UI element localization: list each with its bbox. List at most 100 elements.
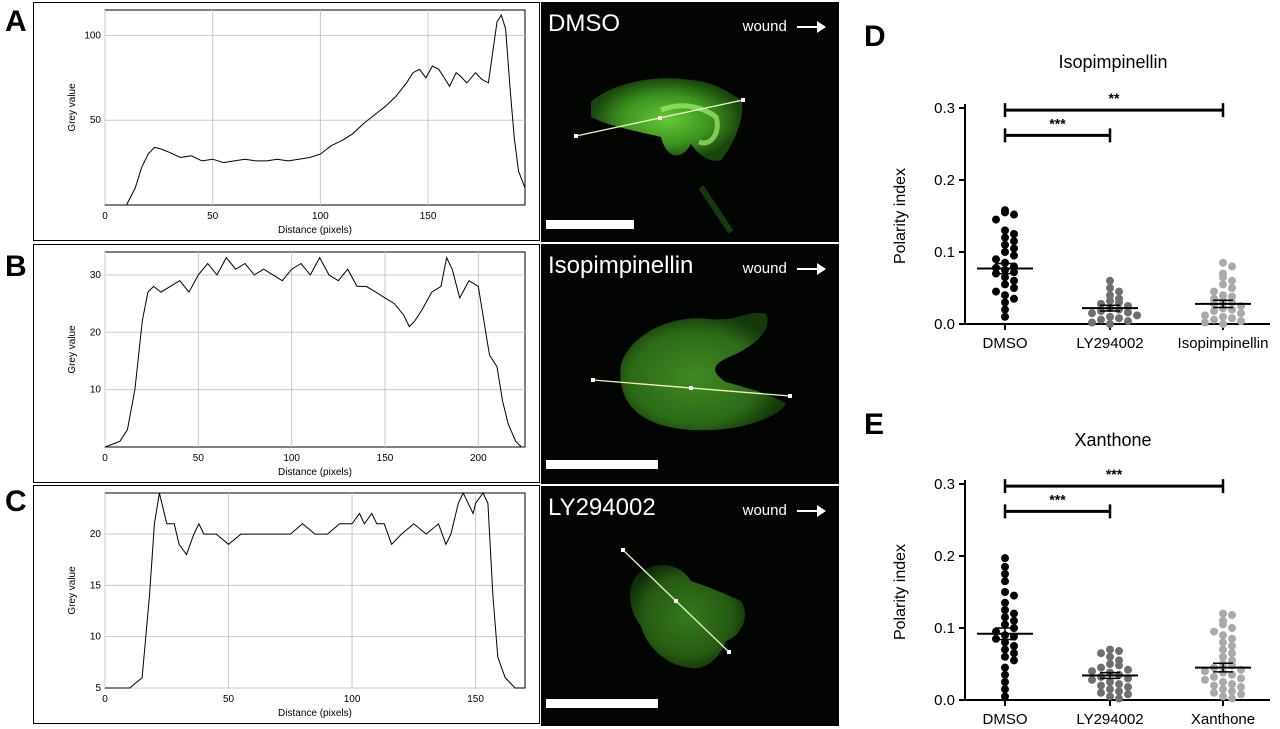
profile-chart-b-svg: 0 50 100 150 200 10 20 30 Distance (pixels) Grey … (33, 244, 540, 483)
data-point (1097, 649, 1105, 658)
data-point (1210, 688, 1218, 697)
data-point (1115, 298, 1123, 307)
data-point (992, 215, 1000, 224)
right-arrow-icon (797, 505, 826, 518)
significance-label: *** (1049, 115, 1066, 131)
data-point (1219, 291, 1227, 300)
y-tick-label: 0.1 (934, 244, 955, 261)
data-point (1115, 305, 1123, 314)
x-tick-label: 0 (102, 453, 108, 464)
data-point (1001, 554, 1009, 563)
micrograph-ly294002: LY294002 wound (541, 486, 839, 726)
data-point (1219, 645, 1227, 654)
data-point (1124, 317, 1132, 326)
data-point (1010, 230, 1018, 238)
wound-text: wound (742, 260, 787, 277)
data-point (1228, 292, 1236, 301)
data-point (1106, 660, 1114, 668)
data-point (1106, 284, 1114, 292)
micrograph-ly294002-image (621, 548, 746, 669)
scale-bar (546, 699, 658, 708)
data-point (1001, 692, 1009, 701)
data-point (1001, 606, 1009, 614)
data-point (1115, 287, 1123, 296)
y-tick-label: 10 (90, 385, 102, 396)
data-point (1001, 613, 1009, 622)
x-tick-label: 0 (102, 694, 108, 705)
data-point (1001, 670, 1009, 679)
data-point (1106, 645, 1114, 654)
data-point (1010, 294, 1018, 303)
x-tick-label: LY294002 (1076, 711, 1143, 728)
y-tick-label: 50 (90, 115, 102, 126)
panel-label-c: C (5, 485, 27, 518)
y-tick-label: 0.3 (934, 100, 955, 117)
data-point (1228, 611, 1236, 620)
micrograph-title: DMSO (548, 10, 620, 37)
y-tick-label: 0.3 (934, 476, 955, 493)
data-point (1219, 620, 1227, 629)
x-axis-label: Distance (pixels) (278, 225, 352, 236)
panel-label-a: A (5, 5, 27, 38)
x-tick-label: 0 (102, 211, 108, 222)
data-point (1124, 690, 1132, 699)
data-point (1088, 318, 1096, 327)
data-point (1228, 284, 1236, 292)
y-tick-label: 0.1 (934, 620, 955, 637)
data-point (1106, 692, 1114, 701)
data-point (1001, 652, 1009, 661)
data-point (1210, 287, 1218, 296)
significance-label: ** (1109, 90, 1120, 106)
data-point (1210, 627, 1218, 636)
data-point (1001, 208, 1009, 217)
data-point (1228, 642, 1236, 650)
data-point (1219, 692, 1227, 701)
data-point (1001, 638, 1009, 647)
data-point (1228, 694, 1236, 703)
scale-bar (546, 460, 658, 469)
x-tick-label: 100 (312, 211, 329, 222)
profile-chart-b: 0 50 100 150 200 10 20 30 Distance (pixels) Grey … (33, 244, 573, 484)
wound-label: wound (743, 18, 827, 35)
data-point (1010, 616, 1018, 625)
data-point (1210, 672, 1218, 681)
data-point (1001, 577, 1009, 586)
dotplot-chart-e: Xanthone Polarity index 0.0 0.1 0.2 0.3 DMSO LY… (880, 420, 1280, 729)
data-point (1001, 280, 1009, 289)
profile-chart-a: 0 50 100 150 50 100 Distance (pixels) Grey valu… (33, 2, 573, 242)
y-tick-label: 0.2 (934, 548, 955, 565)
data-point (1219, 678, 1227, 686)
x-tick-label: 100 (344, 694, 361, 705)
data-point (1010, 649, 1018, 658)
panel-label-e: E (864, 408, 885, 441)
right-arrow-icon (797, 21, 826, 34)
data-point (1097, 315, 1105, 324)
data-point (1010, 210, 1018, 219)
x-tick-label: DMSO (983, 711, 1028, 728)
profile-line (105, 491, 525, 689)
data-point (1237, 674, 1245, 683)
profile-chart-a-svg: 0 50 100 150 50 100 Distance (pixels) Grey valu… (33, 2, 540, 241)
x-tick-label: 50 (207, 211, 219, 222)
x-tick-label: 50 (193, 453, 205, 464)
data-point (1228, 276, 1236, 285)
data-point (1001, 678, 1009, 686)
data-point (1237, 690, 1245, 699)
data-point (1219, 609, 1227, 618)
data-point (1237, 683, 1245, 692)
x-tick-label: 50 (223, 694, 235, 705)
data-point (1097, 672, 1105, 681)
data-point (1201, 311, 1209, 320)
x-axis-label: Distance (pixels) (278, 708, 352, 719)
y-tick-label: 0.2 (934, 172, 955, 189)
data-point (1001, 298, 1009, 307)
chart-frame (33, 485, 540, 724)
data-point (1228, 262, 1236, 271)
data-point (1219, 685, 1227, 694)
data-point (1001, 685, 1009, 694)
micrograph-title: Isopimpinellin (548, 252, 694, 279)
data-point (1115, 647, 1123, 656)
data-point (1001, 588, 1009, 596)
data-point (1088, 667, 1096, 676)
data-point (1210, 681, 1218, 690)
